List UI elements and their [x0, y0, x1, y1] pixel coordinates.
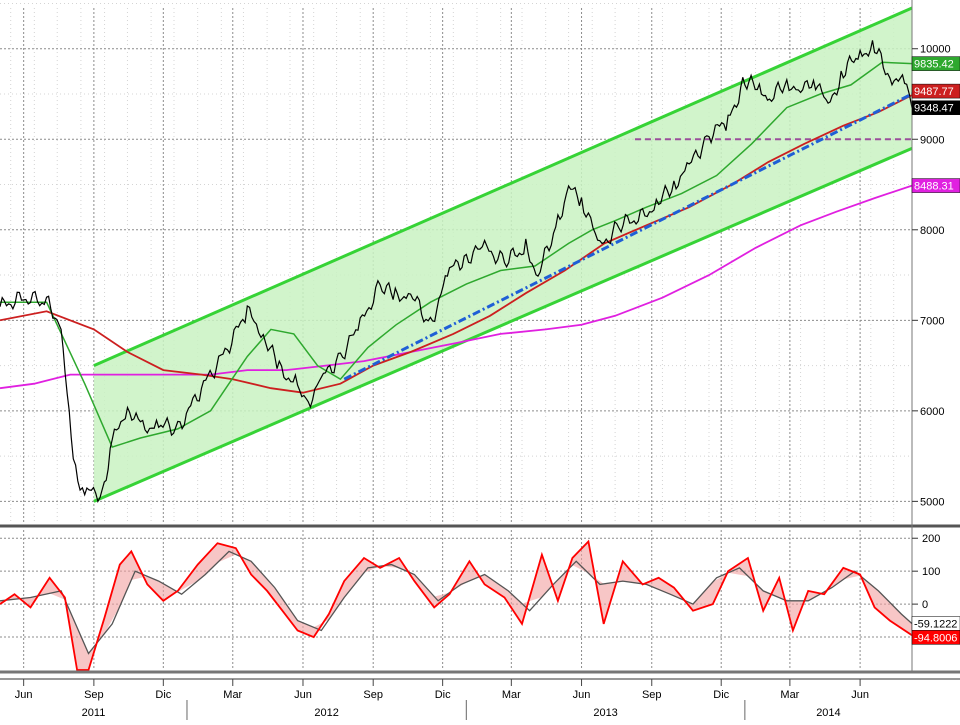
x-tick-label: Dic	[155, 689, 171, 701]
osc-tick-label: 0	[922, 599, 928, 611]
x-tick-label: Dic	[713, 689, 729, 701]
tag-ma-mid-box	[911, 83, 960, 99]
tag-price: 9348.47	[914, 103, 954, 115]
tag-ma-short: 9835.42	[914, 59, 954, 71]
tag-ma-long: 8488.31	[914, 181, 954, 193]
x-tick-label: Mar	[502, 689, 521, 701]
y-tick-label: 5000	[920, 496, 944, 508]
tag-price-box	[911, 100, 960, 115]
y-tick-label: 7000	[920, 315, 944, 327]
x-tick-label: Mar	[223, 689, 242, 701]
year-label: 2014	[816, 707, 840, 719]
x-tick-label: Jun	[15, 689, 33, 701]
osc-tick-label: 100	[922, 566, 940, 578]
x-tick-label: Jun	[573, 689, 591, 701]
price-line	[0, 40, 913, 504]
support-trendline	[343, 92, 913, 381]
x-tick-label: Sep	[642, 689, 662, 701]
year-label: 2011	[82, 707, 106, 719]
value-tags: 9835.42 9487.77 9348.47 8488.31 -59.1222-94.…	[911, 56, 960, 645]
x-tick-label: Mar	[780, 689, 799, 701]
x-tick-label: Sep	[363, 689, 383, 701]
y-tick-label: 9000	[920, 134, 944, 146]
y-tick-label: 6000	[920, 406, 944, 418]
oscillator-slow-line	[0, 550, 913, 655]
tag-ma-mid: 9487.77	[914, 86, 954, 98]
oscillator-series	[0, 539, 913, 671]
x-tick-label: Dic	[435, 689, 451, 701]
oscillator-fast-line	[0, 539, 913, 671]
channel-lower-line	[93, 146, 913, 503]
grid	[0, 2, 912, 670]
axis-labels: 5000 6000 7000 8000 9000 10000 200 100 0 Jun Sep Di…	[15, 44, 951, 720]
tag-osc-slow: -59.1222	[914, 619, 957, 631]
y-tick-label: 8000	[920, 225, 944, 237]
tag-ma-short-box	[911, 56, 960, 71]
x-tick-label: Jun	[851, 689, 869, 701]
moving-average-short-line	[0, 61, 913, 449]
oscillator-fill	[0, 541, 912, 670]
x-tick-label: Jun	[294, 689, 312, 701]
price-series	[0, 40, 913, 504]
channel-upper-line	[93, 6, 913, 367]
year-label: 2013	[593, 707, 617, 719]
moving-average-long-line	[0, 184, 913, 390]
tag-osc-fast-box	[911, 630, 960, 645]
osc-tick-label: 200	[922, 533, 940, 545]
year-label: 2012	[314, 707, 338, 719]
x-tick-label: Sep	[84, 689, 104, 701]
tag-ma-long-box	[911, 178, 960, 193]
tag-osc-fast: -94.8006	[914, 632, 957, 644]
y-tick-label: 10000	[920, 44, 951, 56]
moving-average-mid-line	[0, 94, 913, 394]
